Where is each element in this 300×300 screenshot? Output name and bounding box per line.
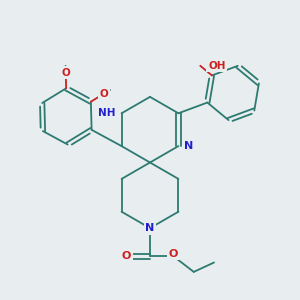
Text: O: O (122, 251, 131, 261)
Text: NH: NH (98, 108, 116, 118)
Text: N: N (184, 141, 193, 151)
Text: N: N (146, 223, 154, 233)
Text: O: O (169, 249, 178, 259)
Text: O: O (61, 68, 70, 78)
Text: O: O (100, 88, 108, 99)
Text: OH: OH (208, 61, 226, 71)
